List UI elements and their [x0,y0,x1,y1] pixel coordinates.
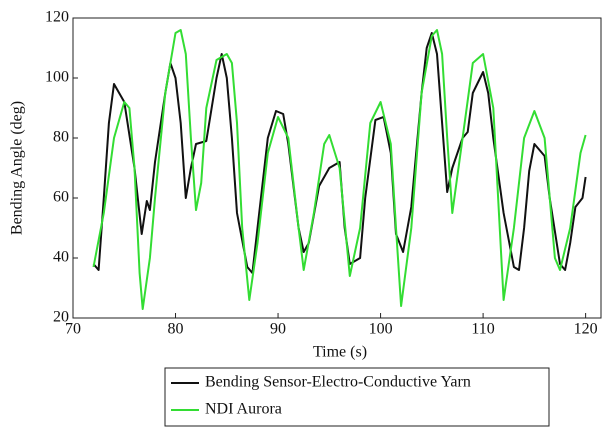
plot-area [72,17,602,319]
y-axis-label: Bending Angle (deg) [9,101,26,235]
series-line [92,29,587,310]
legend-label: NDI Aurora [205,401,282,418]
legend-label: Bending Sensor-Electro-Conductive Yarn [205,374,471,391]
x-tick-label: 120 [574,321,598,338]
y-tick-label: 40 [53,249,69,266]
x-tick-label: 80 [168,321,184,338]
y-tick-label: 60 [53,189,69,206]
x-tick-label: 100 [369,321,393,338]
x-tick-label: 70 [65,321,81,338]
x-axis-label: Time (s) [313,344,367,361]
y-tick-label: 80 [53,129,69,146]
y-tick-label: 20 [53,309,69,326]
x-tick-label: 90 [270,321,286,338]
y-tick-label: 120 [45,9,69,26]
x-tick-label: 110 [471,321,494,338]
legend-box [164,367,550,427]
y-tick-label: 100 [45,69,69,86]
